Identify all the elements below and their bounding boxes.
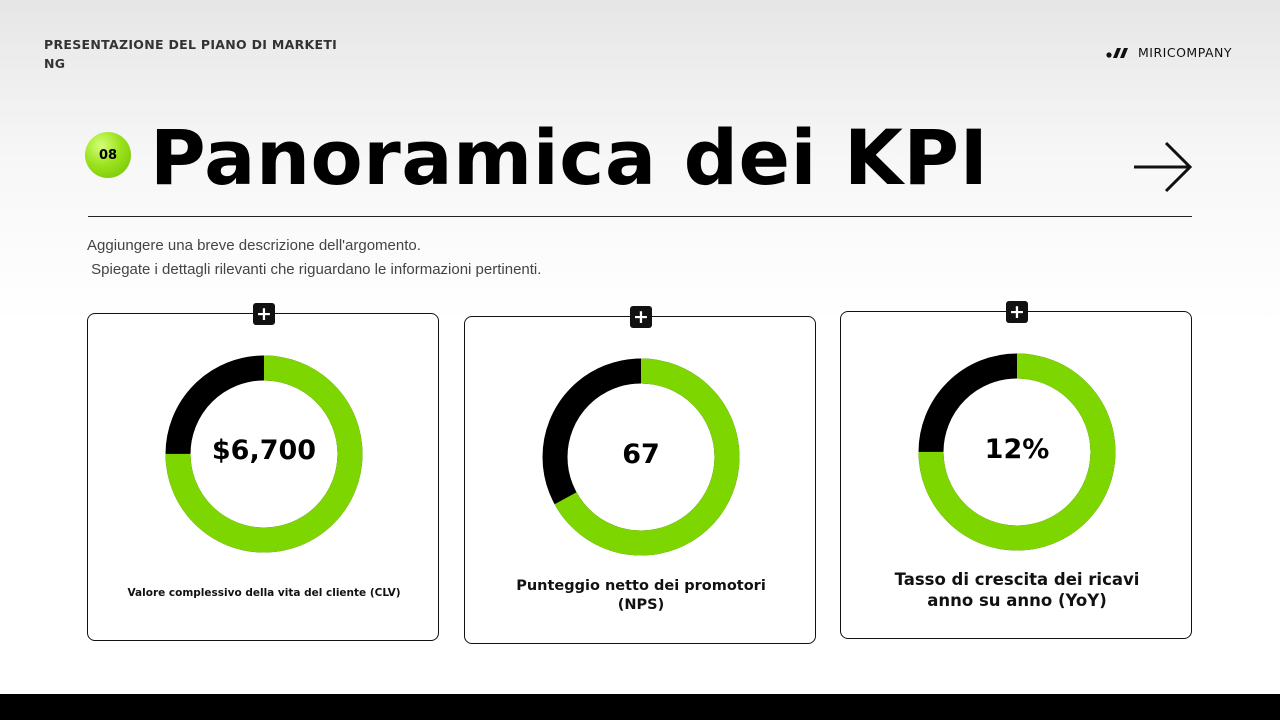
kpi-value: 67 [622, 439, 660, 470]
kpi-label: Punteggio netto dei promotori (NPS) [516, 578, 766, 613]
kpi-card-yoy: + 12% Tasso di crescita dei ricavi anno … [840, 301, 1192, 639]
brand-name: MIRICOMPANY [1138, 45, 1232, 60]
footer-bar [0, 694, 1280, 720]
kpi-label: Tasso di crescita dei ricavi anno su ann… [894, 570, 1140, 610]
plus-icon[interactable]: + [630, 306, 652, 328]
kpi-card-clv: + $6,700 Valore complessivo della vita d… [87, 303, 439, 641]
plus-icon[interactable]: + [253, 303, 275, 325]
presentation-title: PRESENTAZIONE DEL PIANO DI MARKETING [44, 37, 338, 71]
description: Aggiungere una breve descrizione dell'ar… [87, 234, 541, 282]
page-title: Panoramica dei KPI [150, 113, 989, 202]
description-line-1: Aggiungere una breve descrizione dell'ar… [87, 237, 421, 254]
kpi-card-nps: + 67 Punteggio netto dei promotori (NPS) [464, 306, 816, 644]
kpi-value: 12% [984, 434, 1050, 465]
description-line-2: Spiegate i dettagli rilevanti che riguar… [87, 261, 542, 278]
kpi-donut [918, 353, 1116, 551]
kpi-label: Valore complessivo della vita del client… [127, 587, 401, 599]
title-divider [88, 216, 1192, 217]
brand-logo-icon [1106, 47, 1129, 58]
plus-icon[interactable]: + [1006, 301, 1028, 323]
kpi-donut [165, 355, 363, 553]
kpi-donut [542, 358, 740, 556]
kpi-value: $6,700 [211, 435, 317, 466]
arrow-right-icon[interactable] [1132, 140, 1194, 194]
brand: MIRICOMPANY [1106, 45, 1232, 60]
slide-number-badge: 08 [85, 132, 131, 178]
